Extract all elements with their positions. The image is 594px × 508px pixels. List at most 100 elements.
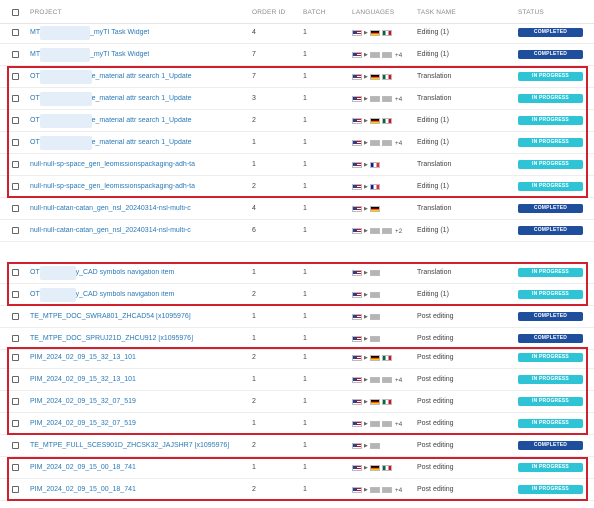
- project-link[interactable]: OTI_ y_CAD symbols navigation item: [30, 291, 174, 298]
- more-languages-count[interactable]: +4: [394, 420, 403, 428]
- table-row[interactable]: OTI_ e_material attr search 1_Update 1 1 ▶ +4…: [0, 132, 594, 154]
- table-row[interactable]: TE_MTPE_DOC_SWRA801_ZHCAD54 [x1095976] 1 1…: [0, 306, 594, 328]
- project-link[interactable]: TE_MTPE_DOC_SPRUJ21D_ZHCU912 [x1095976]: [30, 335, 193, 342]
- status-badge: IN PROGRESS: [518, 138, 583, 147]
- row-checkbox[interactable]: [12, 117, 19, 124]
- row-checkbox[interactable]: [12, 73, 19, 80]
- project-link[interactable]: PIM_2024_02_09_15_32_07_519: [30, 420, 136, 427]
- column-header-project[interactable]: PROJECT: [30, 9, 62, 16]
- project-link[interactable]: null-null-sp-space_gen_leomissionspackag…: [30, 161, 195, 168]
- row-checkbox[interactable]: [12, 51, 19, 58]
- project-link[interactable]: PIM_2024_02_09_15_00_18_741: [30, 464, 136, 471]
- table-row[interactable]: null-null-catan-catan_gen_nsl_20240314-n…: [0, 220, 594, 242]
- table-row[interactable]: PIM_2024_02_09_15_32_13_101 2 1 ▶ Post editi…: [0, 347, 594, 369]
- row-checkbox[interactable]: [12, 442, 19, 449]
- project-link[interactable]: OTI_ e_material attr search 1_Update: [30, 73, 192, 80]
- table-row[interactable]: OTI_ e_material attr search 1_Update 2 1 ▶ Ed…: [0, 110, 594, 132]
- project-link[interactable]: PIM_2024_02_09_15_32_13_101: [30, 376, 136, 383]
- table-row[interactable]: OTI_ y_CAD symbols navigation item 1 1 ▶ Tran…: [0, 262, 594, 284]
- row-checkbox[interactable]: [12, 269, 19, 276]
- row-checkbox[interactable]: [12, 398, 19, 405]
- languages-cell: ▶: [352, 160, 380, 170]
- project-link[interactable]: OTI_ e_material attr search 1_Update: [30, 139, 192, 146]
- table-row[interactable]: MTI_ _myTI Task Widget 7 1 ▶ +4 Editing (1) COM…: [0, 44, 594, 66]
- us-flag-icon: [352, 206, 362, 212]
- project-link[interactable]: PIM_2024_02_09_15_32_13_101: [30, 354, 136, 361]
- mx-flag-icon: [381, 74, 392, 80]
- more-languages-count[interactable]: +4: [394, 376, 403, 384]
- column-header-languages[interactable]: LANGUAGES: [352, 9, 395, 16]
- arrow-right-icon: ▶: [364, 52, 368, 58]
- table-row[interactable]: TE_MTPE_DOC_SPRUJ21D_ZHCU912 [x1095976] 1…: [0, 328, 594, 350]
- redacted-area: [40, 114, 92, 128]
- more-languages-count[interactable]: +4: [394, 51, 403, 59]
- row-checkbox[interactable]: [12, 139, 19, 146]
- table-row[interactable]: PIM_2024_02_09_15_32_13_101 1 1 ▶ +4 Post edi…: [0, 369, 594, 391]
- column-header-batch[interactable]: BATCH: [303, 9, 326, 16]
- project-name-suffix: e_material attr search 1_Update: [91, 139, 192, 146]
- table-row[interactable]: PIM_2024_02_09_15_32_07_519 2 1 ▶ Post editi…: [0, 391, 594, 413]
- row-checkbox[interactable]: [12, 291, 19, 298]
- project-link[interactable]: MTI_ _myTI Task Widget: [30, 51, 149, 58]
- table-row[interactable]: MTI_ _myTI Task Widget 4 1 ▶ Editing (1) COMPL…: [0, 22, 594, 44]
- task-name: Editing (1): [417, 291, 449, 298]
- redacted-area: [40, 70, 92, 84]
- us-flag-icon: [352, 30, 362, 36]
- batch-number: 1: [303, 354, 307, 361]
- status-badge: IN PROGRESS: [518, 72, 583, 81]
- project-link[interactable]: MTI_ _myTI Task Widget: [30, 29, 149, 36]
- project-link[interactable]: null-null-catan-catan_gen_nsl_20240314-n…: [30, 227, 191, 234]
- table-row[interactable]: null-null-catan-catan_gen_nsl_20240314-n…: [0, 198, 594, 220]
- arrow-right-icon: ▶: [364, 443, 368, 449]
- project-link[interactable]: TE_MTPE_FULL_SCES901D_ZHCSK32_JAJSHR7 [x…: [30, 442, 229, 449]
- more-languages-count[interactable]: +4: [394, 95, 403, 103]
- status-badge: COMPLETED: [518, 50, 583, 59]
- table-row[interactable]: OTI_ e_material attr search 1_Update 7 1 ▶ Tr…: [0, 66, 594, 88]
- project-name: OTI_: [30, 95, 46, 102]
- row-checkbox[interactable]: [12, 335, 19, 342]
- row-checkbox[interactable]: [12, 464, 19, 471]
- row-checkbox[interactable]: [12, 376, 19, 383]
- row-checkbox[interactable]: [12, 29, 19, 36]
- project-name: TE_MTPE_DOC_SPRUJ21D_ZHCU912 [x1095976]: [30, 335, 194, 342]
- row-checkbox[interactable]: [12, 313, 19, 320]
- row-checkbox[interactable]: [12, 95, 19, 102]
- arrow-right-icon: ▶: [364, 421, 368, 427]
- order-id: 1: [252, 313, 256, 320]
- row-checkbox[interactable]: [12, 354, 19, 361]
- project-name: OTI_: [30, 73, 46, 80]
- project-link[interactable]: OTI_ y_CAD symbols navigation item: [30, 269, 174, 276]
- order-id: 2: [252, 398, 256, 405]
- column-header-task-name[interactable]: TASK NAME: [417, 9, 456, 16]
- project-link[interactable]: OTI_ e_material attr search 1_Update: [30, 95, 192, 102]
- task-name: Post editing: [417, 486, 454, 493]
- status-badge: IN PROGRESS: [518, 353, 583, 362]
- project-link[interactable]: OTI_ e_material attr search 1_Update: [30, 117, 192, 124]
- project-link[interactable]: TE_MTPE_DOC_SWRA801_ZHCAD54 [x1095976]: [30, 313, 191, 320]
- row-checkbox[interactable]: [12, 183, 19, 190]
- row-checkbox[interactable]: [12, 486, 19, 493]
- table-row[interactable]: PIM_2024_02_09_15_00_18_741 1 1 ▶ Post editi…: [0, 457, 594, 479]
- table-row[interactable]: OTI_ e_material attr search 1_Update 3 1 ▶ +4…: [0, 88, 594, 110]
- languages-cell: ▶: [352, 312, 380, 322]
- more-languages-count[interactable]: +4: [394, 139, 403, 147]
- column-header-status[interactable]: STATUS: [518, 9, 544, 16]
- column-header-order-id[interactable]: ORDER ID: [252, 9, 286, 16]
- project-link[interactable]: null-null-sp-space_gen_leomissionspackag…: [30, 183, 195, 190]
- table-row[interactable]: null-null-sp-space_gen_leomissionspackag…: [0, 154, 594, 176]
- more-languages-count[interactable]: +2: [394, 227, 403, 235]
- project-link[interactable]: null-null-catan-catan_gen_nsl_20240314-n…: [30, 205, 191, 212]
- order-id: 1: [252, 269, 256, 276]
- de-flag-icon: [369, 74, 380, 80]
- project-link[interactable]: PIM_2024_02_09_15_00_18_741: [30, 486, 136, 493]
- project-link[interactable]: PIM_2024_02_09_15_32_07_519: [30, 398, 136, 405]
- row-checkbox[interactable]: [12, 227, 19, 234]
- row-checkbox[interactable]: [12, 205, 19, 212]
- select-all-checkbox[interactable]: [12, 9, 19, 16]
- row-checkbox[interactable]: [12, 420, 19, 427]
- language-flag-icon: [369, 487, 380, 493]
- more-languages-count[interactable]: +4: [394, 486, 403, 494]
- table-row[interactable]: TE_MTPE_FULL_SCES901D_ZHCSK32_JAJSHR7 [x…: [0, 435, 594, 457]
- row-checkbox[interactable]: [12, 161, 19, 168]
- arrow-right-icon: ▶: [364, 292, 368, 298]
